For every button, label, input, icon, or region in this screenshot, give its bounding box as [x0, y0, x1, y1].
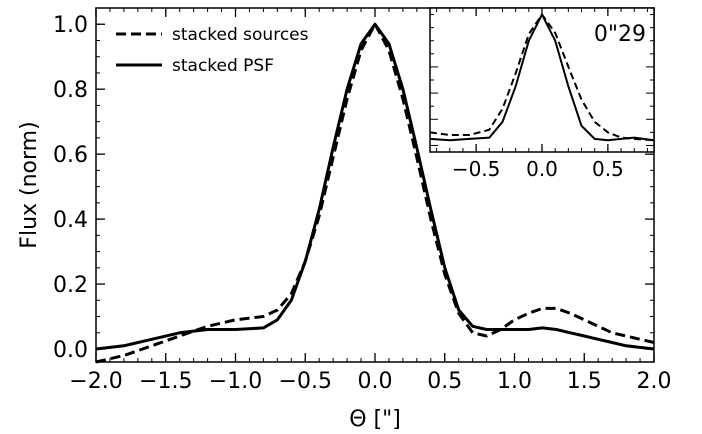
- inset-series-line-dashed: [429, 12, 655, 142]
- legend: [116, 32, 162, 67]
- y-tick-label: 1.0: [53, 13, 88, 38]
- x-tick-label: 1.5: [567, 369, 602, 394]
- x-tick-label: 1.0: [497, 369, 532, 394]
- inset-x-tick-label: −0.5: [452, 157, 501, 181]
- inset-x-tick-label: 0.5: [592, 157, 624, 181]
- legend-label: stacked sources: [172, 25, 309, 45]
- x-tick-label: 0.0: [358, 369, 393, 394]
- y-tick-label: 0.4: [53, 208, 88, 233]
- inset-x-tick-label: 0.0: [526, 157, 558, 181]
- y-tick-label: 0.0: [53, 338, 88, 363]
- x-tick-label: −1.0: [209, 369, 262, 394]
- y-tick-label: 0.2: [53, 273, 88, 298]
- y-tick-label: 0.6: [53, 143, 88, 168]
- x-axis-title: Θ ["]: [349, 407, 401, 432]
- inset-series-line-solid: [429, 12, 655, 142]
- x-tick-label: −2.0: [69, 369, 122, 394]
- y-axis-title: Flux (norm): [17, 121, 42, 248]
- x-tick-label: −0.5: [279, 369, 332, 394]
- series-line-stacked-sources: [95, 22, 655, 364]
- x-tick-label: 2.0: [637, 369, 672, 394]
- legend-label: stacked PSF: [172, 56, 274, 76]
- x-tick-label: −1.5: [139, 369, 192, 394]
- series-line-stacked-PSF: [95, 22, 655, 351]
- y-tick-label: 0.8: [53, 78, 88, 103]
- inset-annotation: 0"29: [594, 22, 646, 47]
- x-tick-label: 0.5: [427, 369, 462, 394]
